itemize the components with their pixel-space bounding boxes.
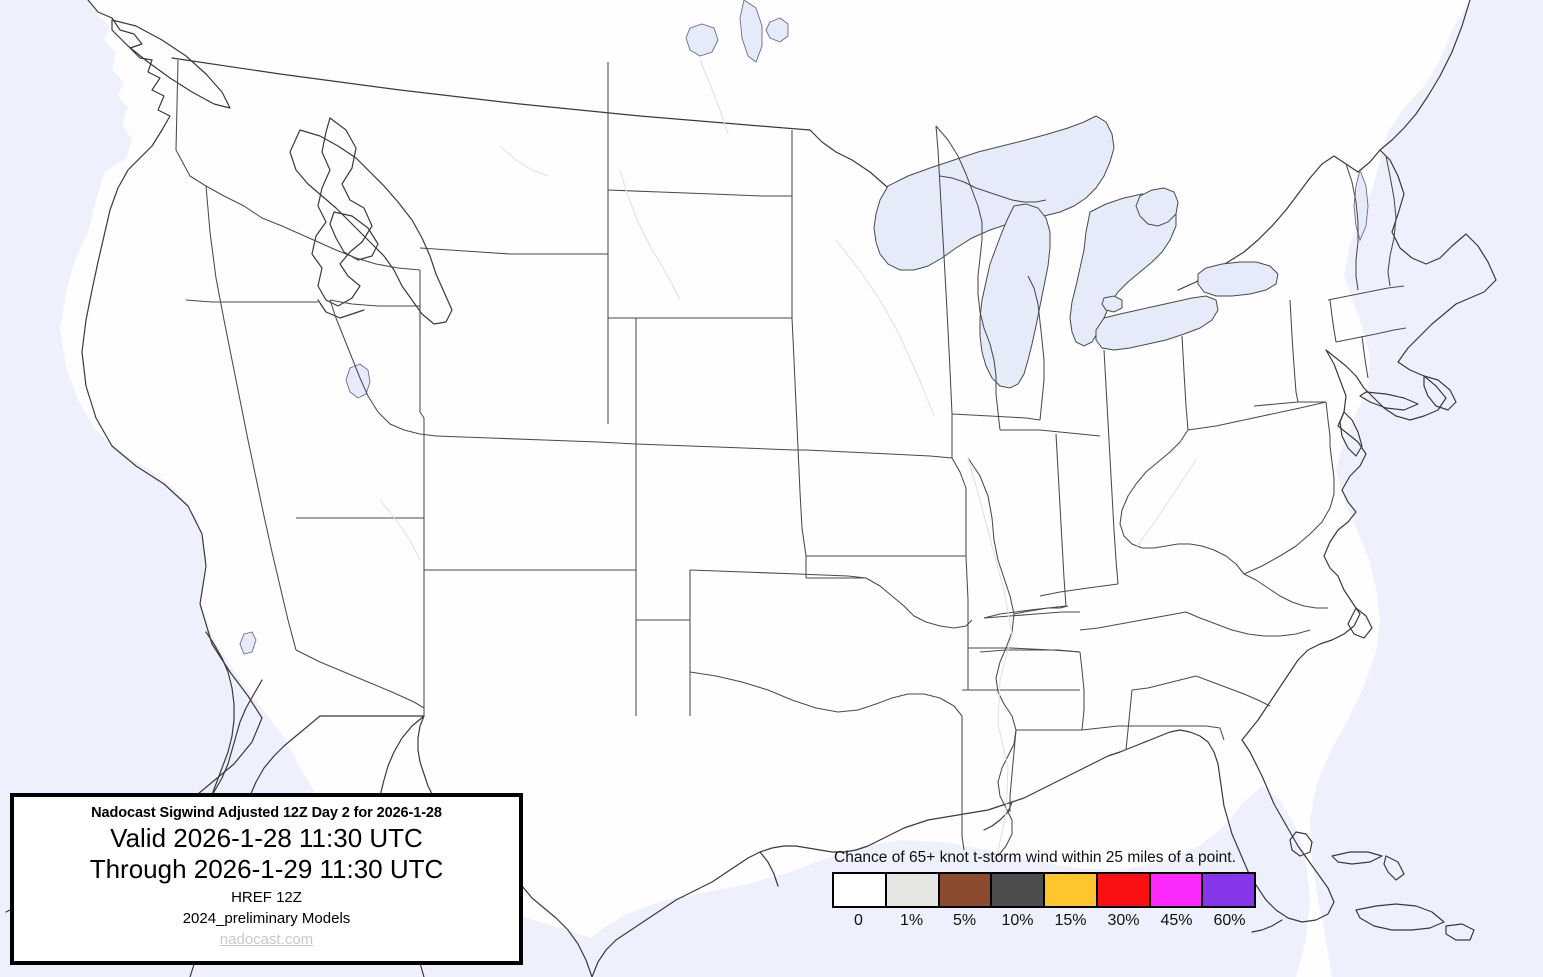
lake-red <box>765 17 789 43</box>
north-america-landmass <box>60 0 1543 977</box>
legend-swatch-45pct <box>1150 874 1204 906</box>
model-set-label: 2024_preliminary Models <box>182 910 351 927</box>
pacific-ocean-cut <box>0 0 268 910</box>
legend-swatch-5pct <box>939 874 993 906</box>
valid-time-line: Valid 2026-1-28 11:30 UTC <box>110 823 423 853</box>
legend-color-bar <box>832 872 1256 908</box>
legend-label-60pct: 60% <box>1213 912 1246 929</box>
legend-label-30pct: 30% <box>1107 912 1140 929</box>
probability-legend: Chance of 65+ knot t-storm wind within 2… <box>832 848 1256 931</box>
salton-sea <box>239 631 257 655</box>
atlantic-ocean <box>1310 0 1543 977</box>
lake-winnipeg <box>739 0 763 63</box>
legend-label-0: 0 <box>854 912 863 929</box>
info-box-title: Nadocast Sigwind Adjusted 12Z Day 2 for … <box>91 805 442 821</box>
forecast-info-box: Nadocast Sigwind Adjusted 12Z Day 2 for … <box>10 793 523 965</box>
lake-ontario <box>1197 261 1279 297</box>
legend-label-1pct: 1% <box>899 912 924 929</box>
legend-label-10pct: 10% <box>1001 912 1034 929</box>
legend-swatch-1pct <box>886 874 940 906</box>
lake-of-the-woods <box>685 23 719 57</box>
model-label: HREF 12Z <box>231 889 302 906</box>
nadocast-link[interactable]: nadocast.com <box>219 931 314 948</box>
rivers-layer <box>379 59 1197 853</box>
legend-label-45pct: 45% <box>1160 912 1193 929</box>
legend-caption: Chance of 65+ knot t-storm wind within 2… <box>834 849 1236 866</box>
great-salt-lake <box>345 363 371 399</box>
lake-michigan <box>979 203 1051 389</box>
lake-erie <box>1095 295 1219 351</box>
legend-label-15pct: 15% <box>1054 912 1087 929</box>
coastline-layer <box>5 0 1497 977</box>
through-time-line: Through 2026-1-29 11:30 UTC <box>89 854 444 884</box>
legend-swatch-10pct <box>992 874 1045 906</box>
inland-lakes <box>239 0 1369 655</box>
legend-swatch-15pct <box>1045 874 1098 906</box>
legend-swatch-60pct <box>1203 874 1254 906</box>
legend-swatch-30pct <box>1097 874 1151 906</box>
legend-label-5pct: 5% <box>952 912 977 929</box>
state-borders-layer <box>175 59 1407 857</box>
lake-superior <box>873 115 1115 271</box>
great-lakes-layer <box>873 115 1279 389</box>
legend-swatch-0 <box>834 874 887 906</box>
landmass-layer <box>60 0 1543 977</box>
legend-tick-labels: 0 1% 5% 10% 15% 30% 45% 60% <box>832 911 1256 931</box>
